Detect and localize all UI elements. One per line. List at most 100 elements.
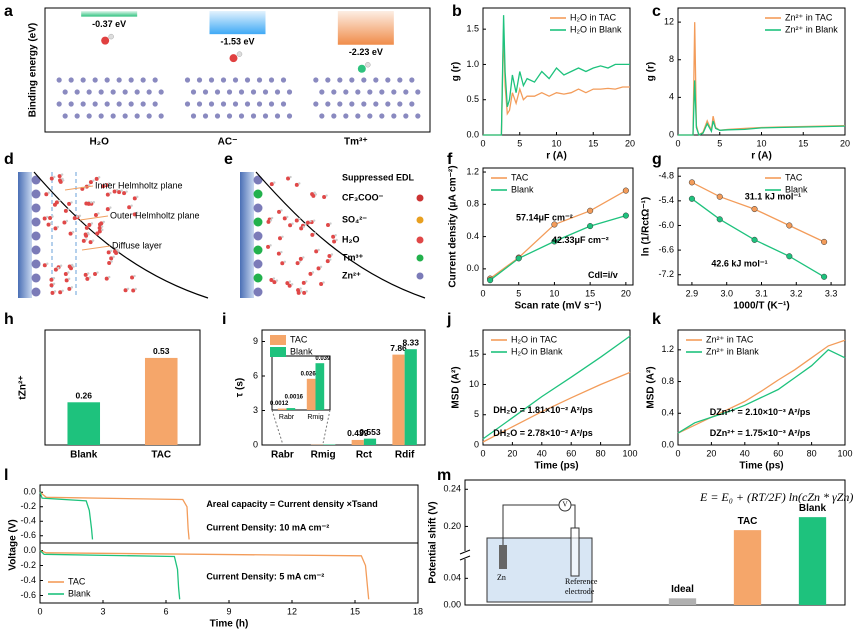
lattice-atom bbox=[80, 101, 86, 107]
molecule bbox=[112, 189, 117, 194]
molecule-h bbox=[291, 222, 294, 225]
lattice-atom bbox=[262, 89, 269, 95]
legend-label: Blank bbox=[785, 184, 808, 194]
legend-icon bbox=[416, 194, 424, 202]
lattice-atom bbox=[214, 113, 221, 119]
annotation: DH₂O = 2.78×10⁻² A²/ps bbox=[493, 428, 592, 438]
lattice-atom bbox=[373, 101, 379, 107]
lattice-atom bbox=[385, 101, 391, 107]
lattice-atom bbox=[110, 113, 116, 119]
annotation: 57.14μF cm⁻² bbox=[516, 213, 573, 223]
lattice-atom bbox=[244, 77, 251, 83]
molecule bbox=[54, 200, 59, 205]
lattice-atom bbox=[238, 113, 245, 119]
molecule-h bbox=[304, 223, 307, 226]
molecule-h bbox=[280, 209, 283, 212]
x-tick-label: 60 bbox=[773, 448, 783, 458]
molecule bbox=[122, 191, 127, 196]
potential-curve bbox=[33, 171, 209, 299]
y-axis-label: tZn²⁺ bbox=[18, 375, 29, 399]
molecule-h bbox=[130, 204, 133, 207]
molecule-h bbox=[67, 208, 70, 211]
molecule-h bbox=[313, 232, 317, 235]
y-tick-label: 1.2 bbox=[661, 344, 674, 354]
x-tick-label: 5 bbox=[516, 288, 521, 298]
y-tick-label: 0.4 bbox=[466, 231, 479, 241]
lattice-atom bbox=[286, 113, 293, 119]
legend-label: H₂O in TAC bbox=[570, 12, 617, 22]
y-axis-label: MSD (A²) bbox=[451, 366, 462, 408]
molecule bbox=[322, 195, 327, 200]
molecule bbox=[94, 176, 99, 181]
molecule-h bbox=[317, 248, 320, 252]
molecule bbox=[48, 215, 53, 220]
data-point bbox=[786, 253, 793, 260]
x-tick-label: 40 bbox=[537, 448, 547, 458]
lattice-atom bbox=[140, 101, 146, 107]
category-label: TAC bbox=[151, 450, 171, 461]
molecule bbox=[44, 192, 49, 197]
energy-bar bbox=[337, 11, 394, 45]
molecule-atom bbox=[365, 62, 371, 68]
y-tick-label: 3 bbox=[253, 405, 258, 415]
molecule-atom bbox=[108, 33, 114, 40]
lattice-atom bbox=[128, 101, 134, 107]
y-tick-label: 5 bbox=[474, 409, 479, 419]
molecule-h bbox=[86, 272, 90, 275]
molecule-h bbox=[104, 183, 107, 186]
y-tick-label: 1.0 bbox=[466, 59, 479, 69]
x-axis-label: Time (h) bbox=[210, 619, 249, 630]
molecule bbox=[288, 223, 293, 228]
molecule bbox=[58, 290, 63, 295]
plot-frame bbox=[44, 329, 201, 446]
data-point bbox=[587, 223, 594, 230]
panel-letter: i bbox=[222, 311, 226, 328]
data-point bbox=[551, 221, 558, 228]
molecule bbox=[130, 275, 135, 280]
lattice-atom bbox=[397, 77, 403, 83]
molecule bbox=[310, 232, 315, 237]
x-tick-label: 0 bbox=[480, 448, 485, 458]
y-tick-label: 0.0 bbox=[23, 487, 36, 497]
y-tick-label: 0.0 bbox=[661, 439, 674, 449]
y-tick-label: 1.5 bbox=[466, 24, 479, 34]
molecule bbox=[285, 281, 290, 286]
annotation: Areal capacity = Current density × bbox=[206, 499, 352, 509]
data-point bbox=[487, 277, 494, 284]
molecule-h bbox=[133, 274, 136, 278]
x-tick-label: 18 bbox=[413, 606, 423, 616]
molecule bbox=[266, 244, 271, 249]
molecule-h bbox=[45, 215, 49, 219]
x-tick-label: 9 bbox=[226, 606, 231, 616]
x-tick-label: 80 bbox=[807, 448, 817, 458]
x-tick-label: 80 bbox=[596, 448, 606, 458]
molecule-h bbox=[116, 248, 119, 252]
lattice-atom bbox=[104, 101, 110, 107]
lattice-atom bbox=[146, 113, 152, 119]
lattice-atom bbox=[415, 113, 421, 119]
plot-frame bbox=[482, 329, 631, 446]
lattice-atom bbox=[313, 101, 319, 107]
y-axis-label: Potential shift (V) bbox=[428, 501, 439, 583]
lattice-atom bbox=[68, 101, 74, 107]
molecule-h bbox=[56, 225, 60, 229]
lattice-atom bbox=[280, 101, 287, 107]
molecule-h bbox=[313, 191, 316, 194]
molecule-h bbox=[286, 215, 289, 219]
molecule-h bbox=[270, 216, 274, 220]
annotation: DH₂O = 1.81×10⁻² A²/ps bbox=[493, 405, 592, 415]
molecule bbox=[84, 225, 89, 230]
lattice-atom bbox=[337, 77, 343, 83]
y-tick-label: 9 bbox=[253, 336, 258, 346]
lattice-atom bbox=[92, 101, 98, 107]
x-tick-label: 3.3 bbox=[825, 288, 838, 298]
molecule bbox=[132, 212, 137, 217]
lattice-atom bbox=[355, 113, 361, 119]
lattice-atom bbox=[367, 89, 373, 95]
molecule-h bbox=[70, 263, 74, 267]
molecule-h bbox=[60, 173, 64, 176]
x-tick-label: 3 bbox=[100, 606, 105, 616]
x-tick-label: 100 bbox=[622, 448, 637, 458]
panel-letter: b bbox=[452, 3, 462, 20]
inset-connector bbox=[322, 409, 331, 444]
